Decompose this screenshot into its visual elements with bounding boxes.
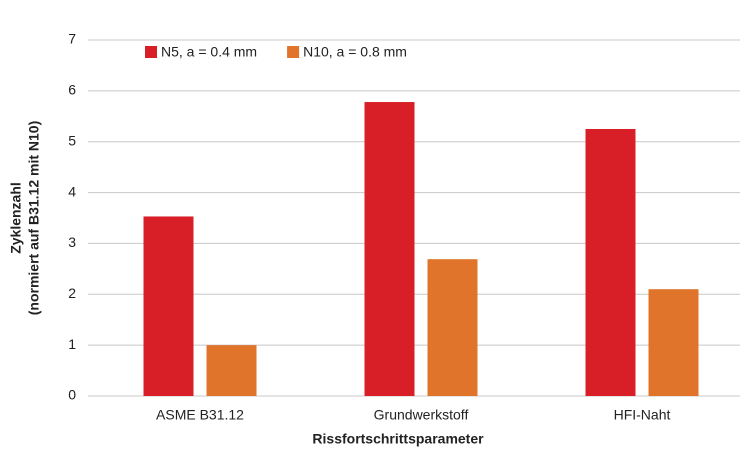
y-tick-label: 3 xyxy=(68,234,76,250)
y-axis-label: Zyklenzahl xyxy=(8,182,24,254)
y-tick-label: 1 xyxy=(68,336,76,352)
x-tick-label: HFI-Naht xyxy=(614,407,671,423)
y-tick-label: 6 xyxy=(68,82,76,98)
x-tick-label: Grundwerkstoff xyxy=(374,407,469,423)
y-tick-label: 4 xyxy=(68,183,76,199)
y-tick-label: 7 xyxy=(68,31,76,47)
y-axis-label-group: Zyklenzahl (normiert auf B31.12 mit N10) xyxy=(8,121,42,316)
y-tick-label: 2 xyxy=(68,285,76,301)
x-axis-label: Rissfortschrittsparameter xyxy=(312,431,484,447)
x-tick-label: ASME B31.12 xyxy=(156,407,244,423)
y-tick-label: 0 xyxy=(68,387,76,403)
y-tick-label: 5 xyxy=(68,132,76,148)
bar xyxy=(206,345,257,396)
bar xyxy=(585,129,636,396)
bar xyxy=(648,289,699,396)
legend-label: N10, a = 0.8 mm xyxy=(303,44,407,60)
legend-label: N5, a = 0.4 mm xyxy=(161,44,257,60)
legend-swatch xyxy=(287,46,300,58)
bar xyxy=(364,102,415,396)
bar xyxy=(143,216,194,396)
bar xyxy=(427,259,478,396)
legend-swatch xyxy=(145,46,157,58)
y-axis-label: (normiert auf B31.12 mit N10) xyxy=(26,121,42,316)
